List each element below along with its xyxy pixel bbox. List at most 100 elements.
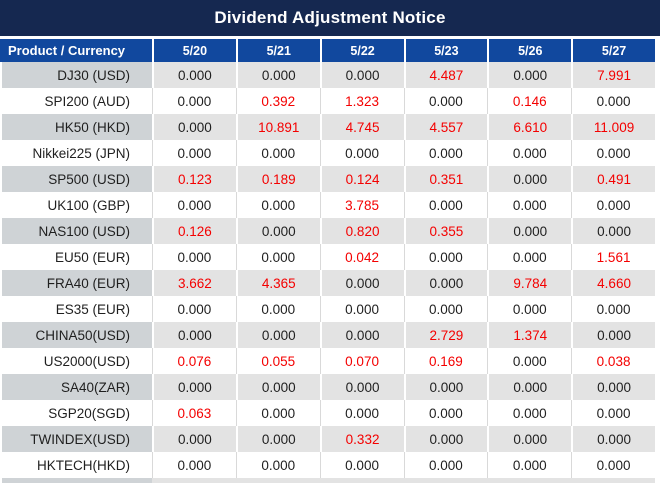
dividend-value-cell: 2.729 <box>403 322 488 348</box>
table-row: Nikkei225 (JPN) 0.000 0.000 0.000 0.000 0.000… <box>2 140 655 166</box>
table-row: NAS100 (USD) 0.126 0.000 0.820 0.355 0.000 0.0… <box>2 218 655 244</box>
dividend-value-cell: 0.038 <box>571 348 655 374</box>
dividend-value-cell: 0.000 <box>571 374 655 400</box>
dividend-value-cell: 0.000 <box>487 374 572 400</box>
dividend-value-cell: 4.745 <box>319 114 404 140</box>
dividend-value-cell: 0.000 <box>235 192 320 218</box>
dividend-value-cell: 0.000 <box>403 400 488 426</box>
dividend-value-cell: 6.610 <box>487 114 572 140</box>
dividend-value-cell: 0.000 <box>235 62 320 88</box>
dividend-value-cell: 0.123 <box>152 166 236 192</box>
dividend-value-cell: 0.000 <box>152 88 236 114</box>
next-row-partial-label-cell <box>2 478 152 483</box>
product-label: DJ30 (USD) <box>2 62 152 88</box>
dividend-value-cell: 0.000 <box>403 374 488 400</box>
dividend-value-cell: 0.000 <box>487 426 572 452</box>
dividend-value-cell: 0.000 <box>152 426 236 452</box>
dividend-value-cell: 0.000 <box>487 244 572 270</box>
table-row: US2000(USD) 0.076 0.055 0.070 0.169 0.000 0.03… <box>2 348 655 374</box>
dividend-value-cell: 0.000 <box>152 296 236 322</box>
dividend-value-cell: 3.785 <box>319 192 404 218</box>
dividend-value-cell: 0.126 <box>152 218 236 244</box>
product-label: US2000(USD) <box>2 348 152 374</box>
dividend-value-cell: 4.365 <box>235 270 320 296</box>
table-row: TWINDEX(USD) 0.000 0.000 0.332 0.000 0.000 0.0… <box>2 426 655 452</box>
table-header-row: Product / Currency 5/20 5/21 5/22 5/23 5/26 5… <box>0 39 655 62</box>
dividend-value-cell: 0.332 <box>319 426 404 452</box>
table-row: EU50 (EUR) 0.000 0.000 0.042 0.000 0.000 1.561 <box>2 244 655 270</box>
table-row: ES35 (EUR) 0.000 0.000 0.000 0.000 0.000 0.000 <box>2 296 655 322</box>
dividend-value-cell: 0.000 <box>152 62 236 88</box>
dividend-value-cell: 0.000 <box>319 374 404 400</box>
dividend-value-cell: 11.009 <box>571 114 655 140</box>
dividend-value-cell: 4.487 <box>403 62 488 88</box>
table-row: SP500 (USD) 0.123 0.189 0.124 0.351 0.000 0.49… <box>2 166 655 192</box>
dividend-value-cell: 0.000 <box>571 296 655 322</box>
dividend-value-cell: 0.000 <box>152 192 236 218</box>
product-label: TWINDEX(USD) <box>2 426 152 452</box>
dividend-value-cell: 0.169 <box>403 348 488 374</box>
product-label: UK100 (GBP) <box>2 192 152 218</box>
product-label: FRA40 (EUR) <box>2 270 152 296</box>
dividend-value-cell: 0.000 <box>403 296 488 322</box>
dividend-value-cell: 0.392 <box>235 88 320 114</box>
dividend-value-cell: 1.323 <box>319 88 404 114</box>
dividend-value-cell: 0.000 <box>403 270 488 296</box>
table-row: CHINA50(USD) 0.000 0.000 0.000 2.729 1.374 0.0… <box>2 322 655 348</box>
dividend-value-cell: 7.991 <box>571 62 655 88</box>
table-row: SPI200 (AUD) 0.000 0.392 1.323 0.000 0.146 0.0… <box>2 88 655 114</box>
dividend-value-cell: 0.000 <box>571 322 655 348</box>
dividend-value-cell: 0.000 <box>403 244 488 270</box>
dividend-value-cell: 0.000 <box>487 296 572 322</box>
dividend-value-cell: 0.000 <box>319 452 404 478</box>
product-label: CHINA50(USD) <box>2 322 152 348</box>
column-header-date: 5/26 <box>487 39 571 62</box>
dividend-value-cell: 0.000 <box>235 426 320 452</box>
dividend-value-cell: 0.000 <box>319 270 404 296</box>
dividend-value-cell: 0.000 <box>487 452 572 478</box>
product-label: Nikkei225 (JPN) <box>2 140 152 166</box>
dividend-value-cell: 0.351 <box>403 166 488 192</box>
dividend-value-cell: 0.076 <box>152 348 236 374</box>
dividend-value-cell: 0.000 <box>152 114 236 140</box>
dividend-value-cell: 0.000 <box>487 400 572 426</box>
dividend-value-cell: 0.000 <box>152 244 236 270</box>
table-body: DJ30 (USD) 0.000 0.000 0.000 4.487 0.000 7.991… <box>2 62 655 478</box>
dividend-value-cell: 1.374 <box>487 322 572 348</box>
product-label: SPI200 (AUD) <box>2 88 152 114</box>
table-row: SA40(ZAR) 0.000 0.000 0.000 0.000 0.000 0.000 <box>2 374 655 400</box>
column-header-date: 5/23 <box>403 39 488 62</box>
column-header-product-currency: Product / Currency <box>8 43 126 58</box>
product-label: NAS100 (USD) <box>2 218 152 244</box>
dividend-value-cell: 0.000 <box>571 426 655 452</box>
product-label: HK50 (HKD) <box>2 114 152 140</box>
dividend-value-cell: 0.820 <box>319 218 404 244</box>
dividend-value-cell: 0.000 <box>235 400 320 426</box>
dividend-value-cell: 0.000 <box>571 88 655 114</box>
dividend-value-cell: 0.000 <box>319 296 404 322</box>
dividend-value-cell: 0.000 <box>487 218 572 244</box>
product-label: SA40(ZAR) <box>2 374 152 400</box>
product-label: ES35 (EUR) <box>2 296 152 322</box>
dividend-value-cell: 0.000 <box>571 218 655 244</box>
product-label: SGP20(SGD) <box>2 400 152 426</box>
dividend-value-cell: 0.070 <box>319 348 404 374</box>
dividend-value-cell: 0.000 <box>487 140 572 166</box>
dividend-value-cell: 0.000 <box>571 400 655 426</box>
dividend-value-cell: 0.000 <box>571 452 655 478</box>
dividend-value-cell: 0.491 <box>571 166 655 192</box>
dividend-value-cell: 0.000 <box>319 140 404 166</box>
dividend-value-cell: 0.000 <box>235 296 320 322</box>
dividend-value-cell: 0.000 <box>319 62 404 88</box>
dividend-value-cell: 0.000 <box>403 88 488 114</box>
dividend-value-cell: 0.000 <box>487 192 572 218</box>
table-row: FRA40 (EUR) 3.662 4.365 0.000 0.000 9.784 4.66… <box>2 270 655 296</box>
next-row-partial-value-cells <box>152 478 655 483</box>
table-row: SGP20(SGD) 0.063 0.000 0.000 0.000 0.000 0.000 <box>2 400 655 426</box>
dividend-value-cell: 0.000 <box>403 140 488 166</box>
dividend-value-cell: 0.055 <box>235 348 320 374</box>
table-row: DJ30 (USD) 0.000 0.000 0.000 4.487 0.000 7.991 <box>2 62 655 88</box>
dividend-value-cell: 9.784 <box>487 270 572 296</box>
dividend-value-cell: 0.000 <box>235 140 320 166</box>
